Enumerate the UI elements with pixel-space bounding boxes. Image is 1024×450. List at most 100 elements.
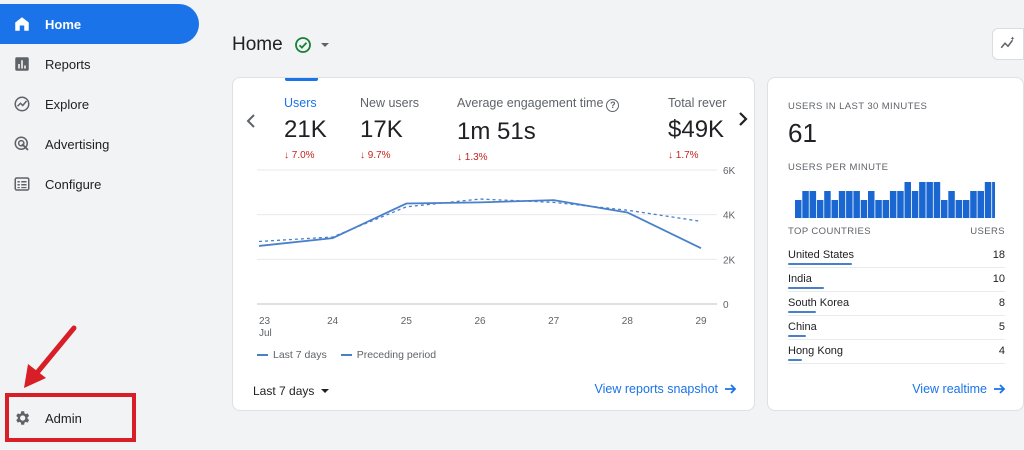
table-row[interactable]: Hong Kong 4 — [788, 340, 1005, 364]
minute-bar — [809, 191, 817, 218]
minute-bar — [941, 200, 948, 218]
country-users: 8 — [998, 297, 1005, 309]
country-name: United States — [788, 249, 855, 261]
metric-value: $49K — [668, 116, 725, 143]
legend-label: Last 7 days — [273, 349, 327, 361]
users-line-chart: 6K 4K 2K 0 23 24 25 26 27 28 29 Jul — [257, 166, 736, 339]
country-name: China — [788, 321, 817, 333]
chevron-left-icon[interactable] — [243, 112, 261, 130]
column-header-users: USERS — [970, 226, 1005, 237]
sidebar-item-home[interactable]: Home — [0, 4, 199, 44]
explore-icon — [12, 94, 32, 114]
minute-bar — [831, 200, 838, 218]
minute-bar — [984, 182, 992, 218]
y-tick-label: 2K — [723, 255, 736, 266]
country-share-bar — [788, 287, 824, 289]
bar-chart-icon — [12, 54, 32, 74]
minute-bar — [933, 182, 941, 218]
legend-item-current: Last 7 days — [257, 349, 327, 361]
x-tick-label: 28 — [622, 316, 634, 327]
y-tick-label: 4K — [723, 211, 736, 222]
metric-label-text: Average engagement time — [457, 96, 604, 110]
metric-change: ↓ 7.0% — [284, 150, 315, 161]
table-row[interactable]: China 5 — [788, 316, 1005, 340]
y-tick-label: 6K — [723, 166, 736, 177]
minute-bar — [853, 191, 860, 218]
metric-label: Users — [284, 96, 317, 110]
link-label: View realtime — [912, 382, 987, 396]
metric-label: Total rever — [668, 96, 727, 110]
metric-engagement-time[interactable]: Average engagement time? 1m 51s ↓ 1.3% — [457, 96, 620, 163]
sidebar-item-configure[interactable]: Configure — [0, 164, 199, 204]
minute-bar — [992, 182, 995, 218]
view-realtime-link[interactable]: View realtime — [912, 382, 1007, 396]
users-per-minute-chart — [795, 182, 995, 218]
country-share-bar — [788, 335, 806, 337]
insights-button[interactable] — [992, 28, 1024, 60]
caret-down-icon[interactable] — [318, 38, 332, 52]
metric-change: ↓ 9.7% — [360, 150, 391, 161]
legend-item-previous: Preceding period — [340, 349, 437, 361]
minute-bar — [904, 182, 911, 218]
sidebar-item-advertising[interactable]: Advertising — [0, 124, 199, 164]
configure-icon — [12, 174, 32, 194]
table-header: TOP COUNTRIES USERS — [788, 226, 1005, 244]
admin-highlight-box — [5, 393, 136, 442]
metric-users[interactable]: Users 21K ↓ 7.0% — [284, 96, 327, 161]
country-name: Hong Kong — [788, 345, 844, 357]
minute-bar — [919, 182, 926, 218]
minute-bar — [838, 191, 846, 218]
top-countries-table: TOP COUNTRIES USERS United States 18 Ind… — [788, 226, 1005, 364]
metric-total-revenue[interactable]: Total rever $49K ↓ 1.7% — [668, 96, 726, 161]
minute-bar — [868, 191, 875, 218]
series-line-current — [258, 199, 702, 249]
annotation-arrow — [24, 325, 77, 388]
sidebar-item-label: Configure — [45, 176, 102, 192]
overview-card: Users 21K ↓ 7.0% New users 17K ↓ 9.7% Av… — [232, 77, 755, 411]
country-share-bar — [788, 359, 803, 361]
gear-icon — [12, 408, 32, 428]
metric-change: ↓ 1.3% — [457, 152, 488, 163]
admin-label: Admin — [45, 410, 82, 426]
x-tick-label: 26 — [474, 316, 486, 327]
series-line-previous — [258, 198, 702, 243]
sidebar-item-label: Reports — [45, 56, 91, 72]
x-tick-label: 23 — [259, 316, 271, 327]
sidebar-item-label: Advertising — [45, 136, 110, 152]
realtime-users-label: USERS IN LAST 30 MINUTES — [788, 101, 928, 112]
metric-new-users[interactable]: New users 17K ↓ 9.7% — [360, 96, 419, 161]
insights-icon — [1000, 36, 1015, 49]
x-tick-label: 24 — [327, 316, 339, 327]
table-row[interactable]: United States 18 — [788, 244, 1005, 268]
active-tab-indicator — [285, 78, 318, 81]
minute-bar — [795, 200, 802, 218]
column-header-countries: TOP COUNTRIES — [788, 226, 871, 237]
x-tick-sublabel: Jul — [259, 328, 272, 339]
minute-bar — [962, 200, 970, 218]
view-reports-snapshot-link[interactable]: View reports snapshot — [595, 382, 738, 396]
help-icon[interactable]: ? — [606, 99, 620, 112]
date-range-label: Last 7 days — [253, 384, 315, 398]
minute-bar — [926, 182, 933, 218]
arrow-right-icon — [994, 384, 1006, 394]
x-tick-label: 25 — [401, 316, 413, 327]
metric-label: Average engagement time? — [457, 96, 620, 112]
check-circle-icon — [295, 37, 311, 53]
country-name: India — [788, 273, 812, 285]
date-range-dropdown[interactable]: Last 7 days — [253, 384, 330, 398]
minute-bar — [911, 191, 919, 218]
legend-swatch-solid — [257, 354, 268, 356]
sidebar-item-reports[interactable]: Reports — [0, 44, 199, 84]
minute-bar — [977, 191, 984, 218]
minute-bar — [970, 191, 977, 218]
sidebar-item-explore[interactable]: Explore — [0, 84, 199, 124]
table-row[interactable]: India 10 — [788, 268, 1005, 292]
sidebar-item-label: Home — [45, 16, 82, 32]
table-row[interactable]: South Korea 8 — [788, 292, 1005, 316]
realtime-users-value: 61 — [788, 118, 817, 148]
legend-label: Preceding period — [356, 349, 437, 361]
chevron-right-icon[interactable] — [733, 110, 751, 128]
arrow-right-icon — [725, 384, 737, 394]
sidebar-item-admin[interactable]: Admin — [12, 398, 82, 438]
country-share-bar — [788, 311, 817, 313]
